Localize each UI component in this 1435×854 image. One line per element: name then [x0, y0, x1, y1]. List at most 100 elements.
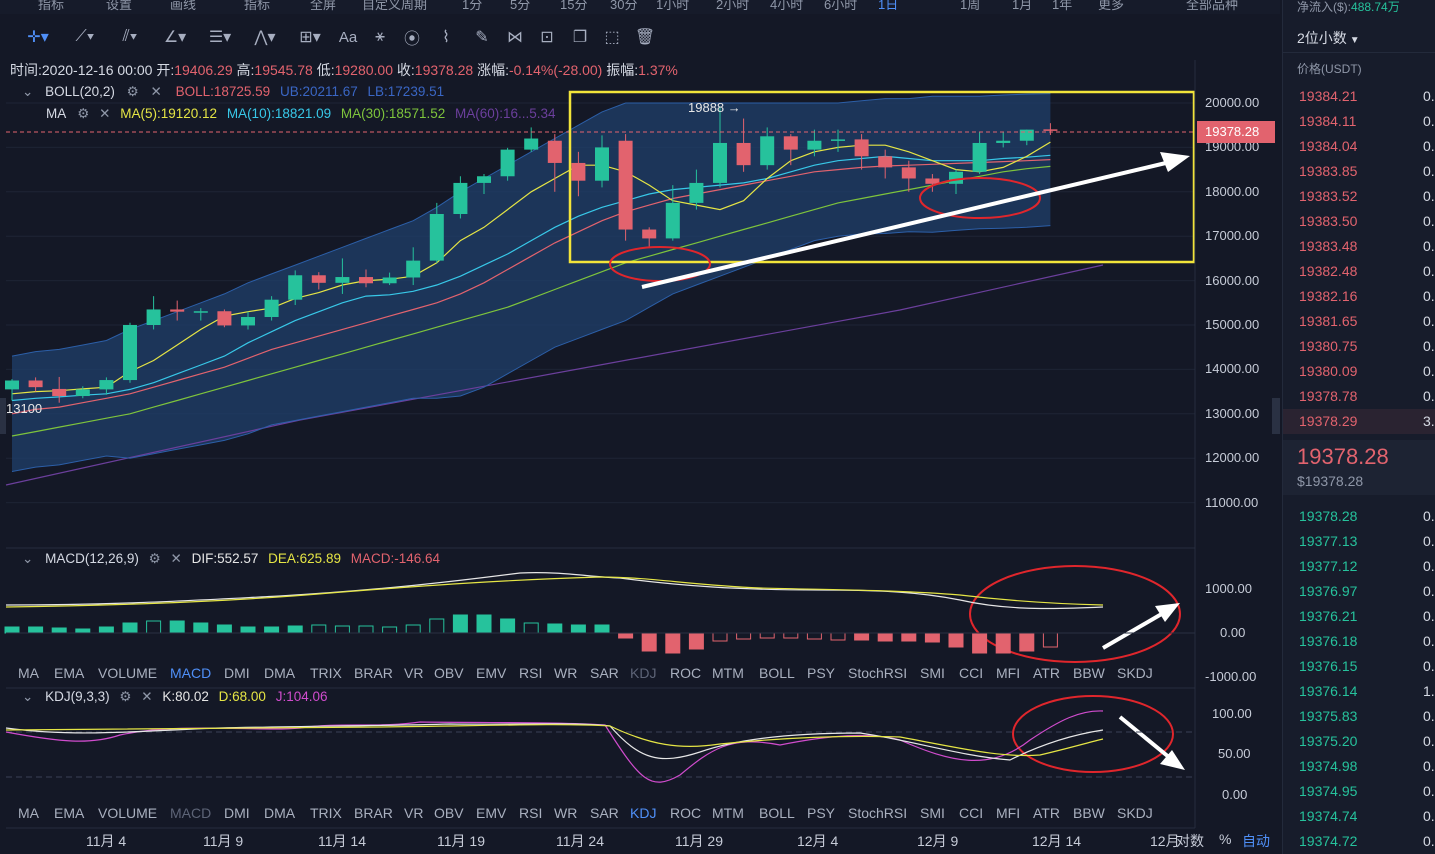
indicator-tab-stochrsi[interactable]: StochRSI: [848, 665, 908, 681]
order-book-row[interactable]: 19383.85 0.: [1283, 159, 1435, 184]
order-book-row[interactable]: 19374.98 0.: [1283, 754, 1435, 779]
top-menu-item[interactable]: 全部品种: [1186, 0, 1239, 12]
indicator-tab-psy[interactable]: PSY: [807, 665, 836, 681]
left-scroll-handle[interactable]: [0, 398, 6, 434]
order-book-row[interactable]: 19377.13 0.: [1283, 529, 1435, 554]
indicator-tab-rsi[interactable]: RSI: [519, 805, 543, 821]
indicator-tab-vr[interactable]: VR: [404, 805, 424, 821]
order-book-row[interactable]: 19376.97 0.: [1283, 579, 1435, 604]
percent-scale-toggle[interactable]: %: [1219, 831, 1232, 847]
pencil-tool-icon[interactable]: ✎: [475, 29, 489, 46]
order-book-row[interactable]: 19376.18 0.: [1283, 629, 1435, 654]
indicator-tab-cci[interactable]: CCI: [959, 665, 984, 681]
indicator-tab-ema[interactable]: EMA: [54, 665, 85, 681]
collapse-chevron-icon[interactable]: ⌄: [22, 551, 34, 566]
top-menu-item[interactable]: 指标: [38, 0, 65, 12]
settings-gear-icon[interactable]: ⚙: [77, 106, 90, 121]
settings-gear-icon[interactable]: ⚙: [119, 689, 132, 704]
top-menu-item[interactable]: 1分: [462, 0, 483, 12]
order-book-row[interactable]: 19378.28 0.: [1283, 504, 1435, 529]
order-book-row[interactable]: 19376.14 1.: [1283, 679, 1435, 704]
settings-gear-icon[interactable]: ⚙: [148, 551, 161, 566]
indicator-tab-vr[interactable]: VR: [404, 665, 424, 681]
top-menu-item[interactable]: 指标: [244, 0, 271, 12]
text-tool-icon[interactable]: Aa: [338, 28, 358, 46]
top-menu-item[interactable]: 设置: [106, 0, 133, 12]
order-book-row[interactable]: 19374.72 0.: [1283, 829, 1435, 854]
indicator-tab-dma[interactable]: DMA: [264, 665, 296, 681]
indicator-tab-skdj[interactable]: SKDJ: [1117, 665, 1153, 681]
order-book-row[interactable]: 19378.78 0.: [1283, 384, 1435, 409]
top-menu-item[interactable]: 1日: [878, 0, 899, 12]
indicator-tab-ma[interactable]: MA: [18, 805, 39, 821]
close-icon[interactable]: ✕: [170, 551, 182, 566]
close-icon[interactable]: ✕: [150, 84, 162, 99]
indicator-tab-dmi[interactable]: DMI: [224, 665, 250, 681]
top-menu-item[interactable]: 4小时: [770, 0, 804, 12]
indicator-tab-psy[interactable]: PSY: [807, 805, 836, 821]
top-menu-item[interactable]: 1小时: [656, 0, 690, 12]
order-book-row[interactable]: 19382.48 0.: [1283, 259, 1435, 284]
indicator-tab-brar[interactable]: BRAR: [354, 665, 393, 681]
top-menu-item[interactable]: 30分: [610, 0, 638, 12]
top-menu-item[interactable]: 2小时: [716, 0, 750, 12]
indicator-tab-mtm[interactable]: MTM: [712, 805, 744, 821]
copy-tool-icon[interactable]: ❐: [572, 29, 588, 46]
angle-tool-icon[interactable]: ∠▾: [163, 29, 187, 46]
auto-scale-toggle[interactable]: 自动: [1242, 833, 1270, 849]
top-menu-item[interactable]: 1年: [1052, 0, 1073, 12]
lock-tool-icon[interactable]: ⊡: [540, 29, 554, 46]
indicator-tab-skdj[interactable]: SKDJ: [1117, 805, 1153, 821]
order-book-row[interactable]: 19374.95 0.: [1283, 779, 1435, 804]
indicator-tab-bbw[interactable]: BBW: [1073, 665, 1105, 681]
order-book-row[interactable]: 19383.50 0.: [1283, 209, 1435, 234]
indicator-tab-dma[interactable]: DMA: [264, 805, 296, 821]
indicator-tab-mfi[interactable]: MFI: [996, 805, 1021, 821]
indicator-tab-kdj[interactable]: KDJ: [630, 665, 657, 681]
order-book-row[interactable]: 19374.74 0.: [1283, 804, 1435, 829]
indicator-tab-obv[interactable]: OBV: [434, 805, 464, 821]
top-menu-item[interactable]: 画线: [170, 0, 197, 12]
indicator-tab-ma[interactable]: MA: [18, 665, 39, 681]
indicator-tab-cci[interactable]: CCI: [959, 805, 984, 821]
order-book-row[interactable]: 19376.21 0.: [1283, 604, 1435, 629]
decimal-select[interactable]: 2位小数 ▼: [1297, 28, 1360, 48]
indicator-tab-trix[interactable]: TRIX: [310, 805, 342, 821]
indicator-tab-boll[interactable]: BOLL: [759, 665, 795, 681]
price-chart[interactable]: [0, 0, 1282, 854]
top-menu-item[interactable]: 自定义周期: [362, 0, 428, 12]
order-book-row[interactable]: 19376.15 0.: [1283, 654, 1435, 679]
indicator-tab-mtm[interactable]: MTM: [712, 665, 744, 681]
indicator-tab-ema[interactable]: EMA: [54, 805, 85, 821]
indicator-tab-stochrsi[interactable]: StochRSI: [848, 805, 908, 821]
indicator-tab-trix[interactable]: TRIX: [310, 665, 342, 681]
magnet-tool-icon[interactable]: ⦿: [403, 31, 420, 48]
parallel-lines-tool-icon[interactable]: ☰▾: [208, 29, 232, 46]
top-menu-item[interactable]: 更多: [1098, 0, 1125, 12]
close-icon[interactable]: ✕: [99, 106, 111, 121]
indicator-tab-roc[interactable]: ROC: [670, 665, 702, 681]
top-menu-item[interactable]: 全屏: [310, 0, 337, 12]
log-scale-toggle[interactable]: 对数: [1176, 833, 1204, 849]
indicator-tab-atr[interactable]: ATR: [1033, 665, 1060, 681]
trash-tool-icon[interactable]: 🗑: [634, 29, 656, 46]
indicator-tab-wr[interactable]: WR: [554, 665, 578, 681]
ruler-tool-icon[interactable]: ⌇: [442, 29, 450, 46]
measure-tool-icon[interactable]: ⊞▾: [299, 29, 321, 46]
indicator-tab-emv[interactable]: EMV: [476, 665, 507, 681]
settings-gear-icon[interactable]: ⚙: [126, 84, 139, 99]
top-menu-item[interactable]: 15分: [560, 0, 588, 12]
indicator-tab-sar[interactable]: SAR: [590, 665, 619, 681]
visibility-tool-icon[interactable]: ⋈: [507, 29, 523, 46]
indicator-tab-mfi[interactable]: MFI: [996, 665, 1021, 681]
order-book-row[interactable]: 19380.09 0.: [1283, 359, 1435, 384]
right-scroll-handle[interactable]: [1272, 398, 1280, 434]
order-book-row[interactable]: 19381.65 0.: [1283, 309, 1435, 334]
crosshair-tool-icon[interactable]: ✛▾: [27, 29, 49, 46]
line-tool-icon[interactable]: ⟋▾: [75, 28, 95, 45]
indicator-tab-sar[interactable]: SAR: [590, 805, 619, 821]
indicator-tab-boll[interactable]: BOLL: [759, 805, 795, 821]
order-book-row[interactable]: 19384.04 0.: [1283, 134, 1435, 159]
order-book-row[interactable]: 19383.52 0.: [1283, 184, 1435, 209]
indicator-tab-bbw[interactable]: BBW: [1073, 805, 1105, 821]
